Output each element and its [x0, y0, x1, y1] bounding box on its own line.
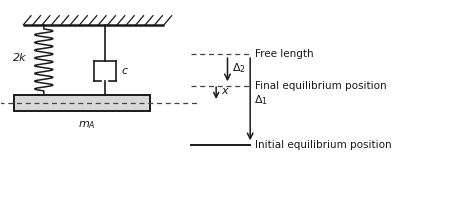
- Text: $\Delta_1$: $\Delta_1$: [254, 93, 268, 107]
- Text: Final equilibrium position: Final equilibrium position: [255, 81, 386, 91]
- Text: Free length: Free length: [255, 49, 313, 59]
- Text: 2k: 2k: [13, 53, 27, 63]
- Text: $\Delta_2$: $\Delta_2$: [232, 61, 246, 75]
- Text: $m_A$: $m_A$: [78, 119, 96, 131]
- Text: $x$: $x$: [221, 86, 230, 96]
- Text: c: c: [122, 66, 128, 76]
- Bar: [14, 95, 151, 111]
- Text: Initial equilibrium position: Initial equilibrium position: [255, 140, 391, 150]
